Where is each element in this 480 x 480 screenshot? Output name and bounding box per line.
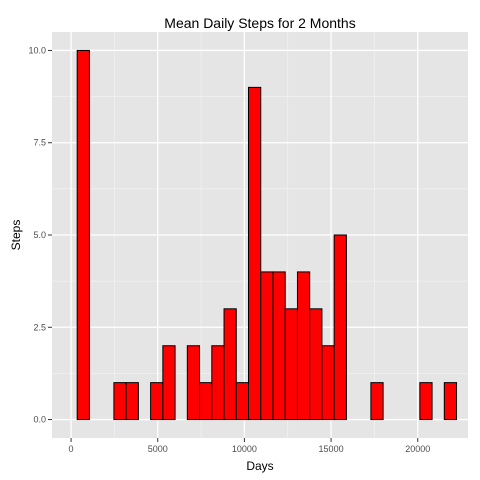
histogram-bar bbox=[186, 345, 201, 421]
histogram-bar bbox=[162, 345, 176, 421]
y-tick-label: 2.5 bbox=[33, 322, 46, 332]
histogram-bar bbox=[248, 86, 262, 421]
y-tick-label: 5.0 bbox=[33, 230, 46, 240]
x-tick-label: 5000 bbox=[148, 444, 168, 454]
histogram-bar bbox=[260, 271, 274, 421]
x-tick-label: 0 bbox=[69, 444, 74, 454]
histogram-bar bbox=[150, 382, 164, 421]
histogram-bar bbox=[370, 382, 384, 421]
y-axis-title: Steps bbox=[9, 220, 23, 251]
histogram-bar bbox=[125, 382, 139, 421]
histogram-bar bbox=[76, 49, 90, 421]
chart-title: Mean Daily Steps for 2 Months bbox=[164, 15, 355, 31]
x-axis-ticks: 0 5000 10000 15000 20000 bbox=[69, 438, 430, 454]
y-tick-label: 7.5 bbox=[33, 138, 46, 148]
histogram-bar bbox=[296, 271, 311, 421]
x-tick-label: 10000 bbox=[232, 444, 257, 454]
histogram-bar bbox=[333, 234, 347, 421]
histogram-bar bbox=[284, 308, 298, 421]
y-tick-label: 10.0 bbox=[28, 45, 46, 55]
histogram-bar bbox=[235, 382, 250, 421]
y-axis-ticks: 0.0 2.5 5.0 7.5 10.0 bbox=[28, 45, 52, 425]
x-tick-label: 20000 bbox=[405, 444, 430, 454]
histogram-bar bbox=[321, 345, 335, 421]
histogram-bars bbox=[76, 49, 458, 421]
histogram-bar bbox=[199, 382, 213, 421]
histogram-bar bbox=[211, 345, 225, 421]
histogram-bar bbox=[443, 382, 458, 421]
histogram-bar bbox=[309, 308, 323, 421]
y-tick-label: 0.0 bbox=[33, 415, 46, 425]
x-tick-label: 15000 bbox=[319, 444, 344, 454]
histogram-bar bbox=[113, 382, 127, 421]
x-axis-title: Days bbox=[246, 459, 273, 473]
histogram-bar bbox=[223, 308, 237, 421]
histogram-bar bbox=[272, 271, 286, 421]
histogram-bar bbox=[419, 382, 433, 421]
